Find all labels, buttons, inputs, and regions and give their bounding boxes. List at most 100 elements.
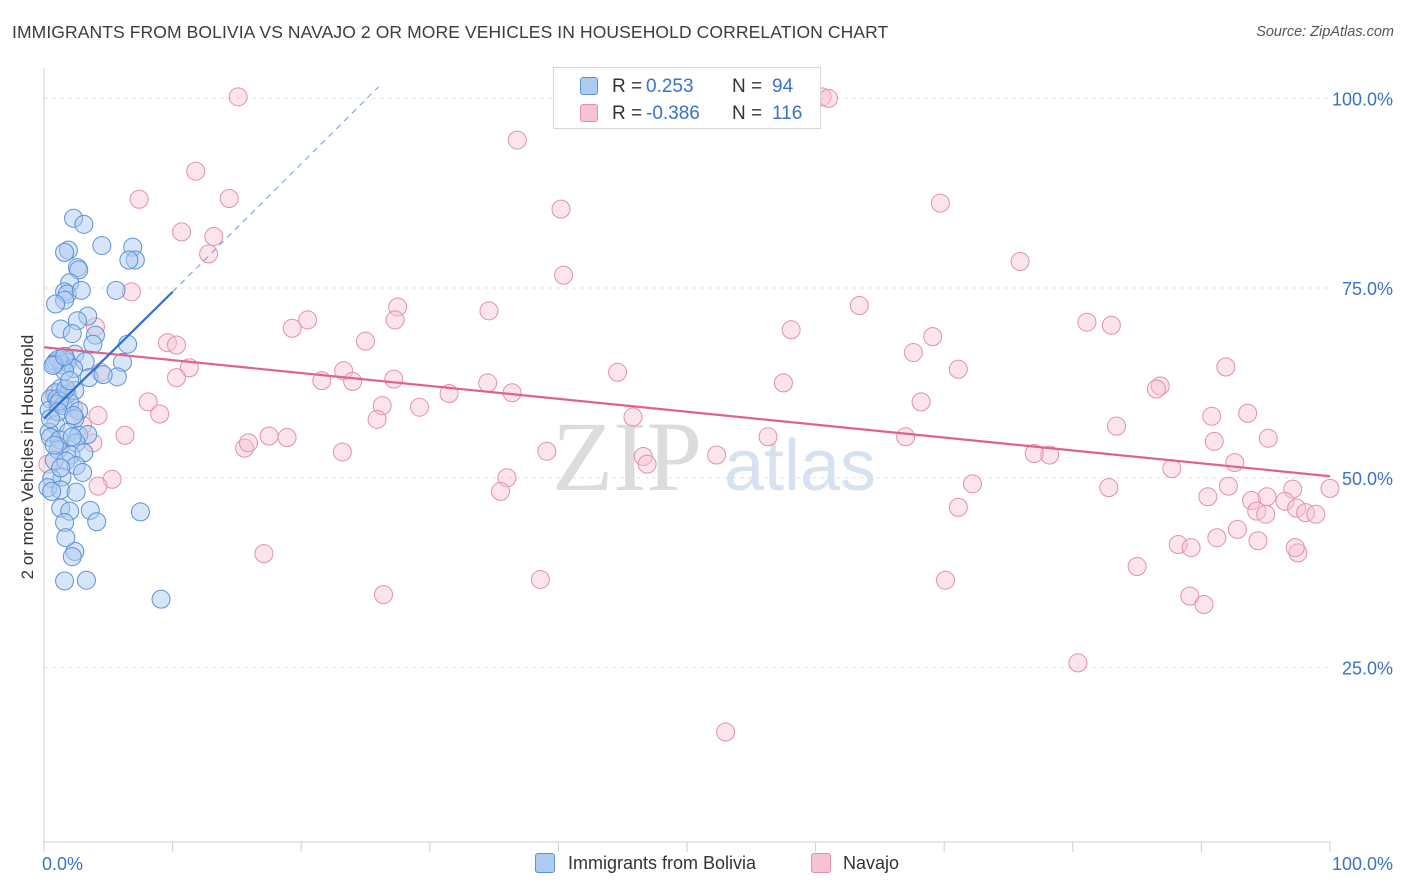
bolivia-point bbox=[46, 294, 66, 314]
navajo-point bbox=[479, 301, 499, 321]
navajo-point bbox=[896, 427, 916, 447]
x-tick-label-max: 100.0% bbox=[1332, 854, 1393, 874]
navajo-point bbox=[1287, 498, 1307, 518]
navajo-point bbox=[259, 426, 279, 446]
navajo-point bbox=[129, 189, 149, 209]
navajo-point bbox=[1107, 416, 1127, 436]
watermark-atlas: atlas bbox=[724, 426, 876, 506]
bolivia-trend-line bbox=[43, 291, 174, 420]
navajo-point bbox=[199, 244, 219, 264]
navajo-point bbox=[1320, 478, 1340, 498]
navajo-point bbox=[716, 722, 736, 742]
navajo-point bbox=[923, 327, 943, 347]
navajo-point bbox=[707, 445, 727, 465]
navajo-point bbox=[385, 310, 405, 330]
navajo-point bbox=[410, 397, 430, 417]
bolivia-point bbox=[73, 462, 93, 482]
navajo-point bbox=[1127, 557, 1147, 577]
navajo-point bbox=[282, 318, 302, 338]
bolivia-point bbox=[69, 260, 89, 280]
stats-legend: R = 0.253 N = 94 R = -0.386 N = 116 bbox=[553, 67, 821, 129]
bolivia-point bbox=[62, 427, 82, 447]
legend-n-label: N = bbox=[732, 103, 763, 124]
legend-swatch-navajo bbox=[580, 104, 598, 122]
bolivia-point bbox=[106, 280, 126, 300]
source-label: Source: ZipAtlas.com bbox=[1256, 24, 1394, 40]
navajo-point bbox=[1024, 443, 1044, 463]
navajo-point bbox=[491, 481, 511, 501]
y-tick-label: 25.0% bbox=[1342, 658, 1393, 678]
navajo-point bbox=[1150, 376, 1170, 396]
navajo-point bbox=[343, 371, 363, 391]
axes bbox=[43, 68, 1331, 852]
bolivia-point bbox=[55, 242, 75, 262]
bolivia-point bbox=[55, 571, 75, 591]
bolivia-point bbox=[62, 324, 82, 344]
navajo-point bbox=[1283, 479, 1303, 499]
navajo-point bbox=[948, 497, 968, 517]
legend-n-value: 116 bbox=[772, 103, 803, 124]
navajo-point bbox=[138, 392, 158, 412]
navajo-point bbox=[1218, 476, 1238, 496]
navajo-point bbox=[1256, 504, 1276, 524]
navajo-point bbox=[1306, 504, 1326, 524]
trend-lines bbox=[43, 86, 1331, 478]
navajo-point bbox=[150, 404, 170, 424]
navajo-point bbox=[1242, 491, 1262, 511]
navajo-point bbox=[332, 442, 352, 462]
navajo-point bbox=[773, 373, 793, 393]
navajo-point bbox=[1101, 315, 1121, 335]
navajo-point bbox=[1216, 357, 1236, 377]
navajo-point bbox=[172, 222, 192, 242]
navajo-point bbox=[1258, 428, 1278, 448]
navajo-point bbox=[374, 585, 394, 605]
navajo-point bbox=[818, 88, 838, 108]
navajo-point bbox=[238, 433, 258, 453]
legend-n-label: N = bbox=[732, 76, 763, 97]
navajo-point bbox=[204, 226, 224, 246]
navajo-point bbox=[356, 331, 375, 351]
navajo-point bbox=[367, 409, 387, 429]
bolivia-point bbox=[74, 214, 94, 234]
navajo-point bbox=[1099, 478, 1119, 498]
navajo-point bbox=[530, 569, 550, 589]
legend-r-value: 0.253 bbox=[646, 76, 694, 97]
y-axis-label: 2 or more Vehicles in Household bbox=[18, 335, 37, 580]
navajo-point bbox=[1162, 459, 1182, 479]
navajo-point bbox=[1296, 503, 1316, 523]
legend-n-value: 94 bbox=[772, 76, 794, 97]
x-tick-label-min: 0.0% bbox=[42, 854, 83, 874]
navajo-point bbox=[1238, 403, 1258, 423]
bolivia-point bbox=[64, 406, 84, 426]
navajo-point bbox=[1010, 252, 1030, 271]
navajo-point bbox=[903, 343, 923, 363]
navajo-point bbox=[1225, 453, 1245, 473]
navajo-point bbox=[228, 87, 248, 107]
chart-title: IMMIGRANTS FROM BOLIVIA VS NAVAJO 2 OR M… bbox=[12, 22, 889, 42]
navajo-point bbox=[962, 474, 982, 494]
bolivia-point bbox=[55, 346, 75, 366]
navajo-trend-line bbox=[43, 346, 1331, 478]
navajo-point bbox=[554, 265, 574, 285]
navajo-point bbox=[1207, 528, 1227, 548]
navajo-point bbox=[1275, 491, 1295, 511]
bottom-legend-swatch-navajo bbox=[811, 853, 831, 873]
navajo-point bbox=[219, 189, 239, 209]
y-tick-label: 75.0% bbox=[1342, 279, 1393, 299]
navajo-point bbox=[1194, 594, 1214, 614]
navajo-point bbox=[1146, 379, 1166, 399]
legend-r-label: R = bbox=[612, 76, 643, 97]
navajo-point bbox=[384, 369, 404, 389]
navajo-point bbox=[1040, 445, 1060, 465]
navajo-point bbox=[637, 454, 657, 474]
bolivia-point bbox=[56, 528, 76, 548]
navajo-point bbox=[758, 427, 778, 447]
bolivia-point bbox=[87, 512, 107, 532]
navajo-point bbox=[478, 373, 498, 393]
bolivia-point bbox=[42, 481, 62, 501]
legend-r-label: R = bbox=[612, 103, 643, 124]
navajo-point bbox=[166, 335, 186, 355]
navajo-point bbox=[1168, 535, 1188, 555]
bolivia-point bbox=[92, 236, 112, 256]
